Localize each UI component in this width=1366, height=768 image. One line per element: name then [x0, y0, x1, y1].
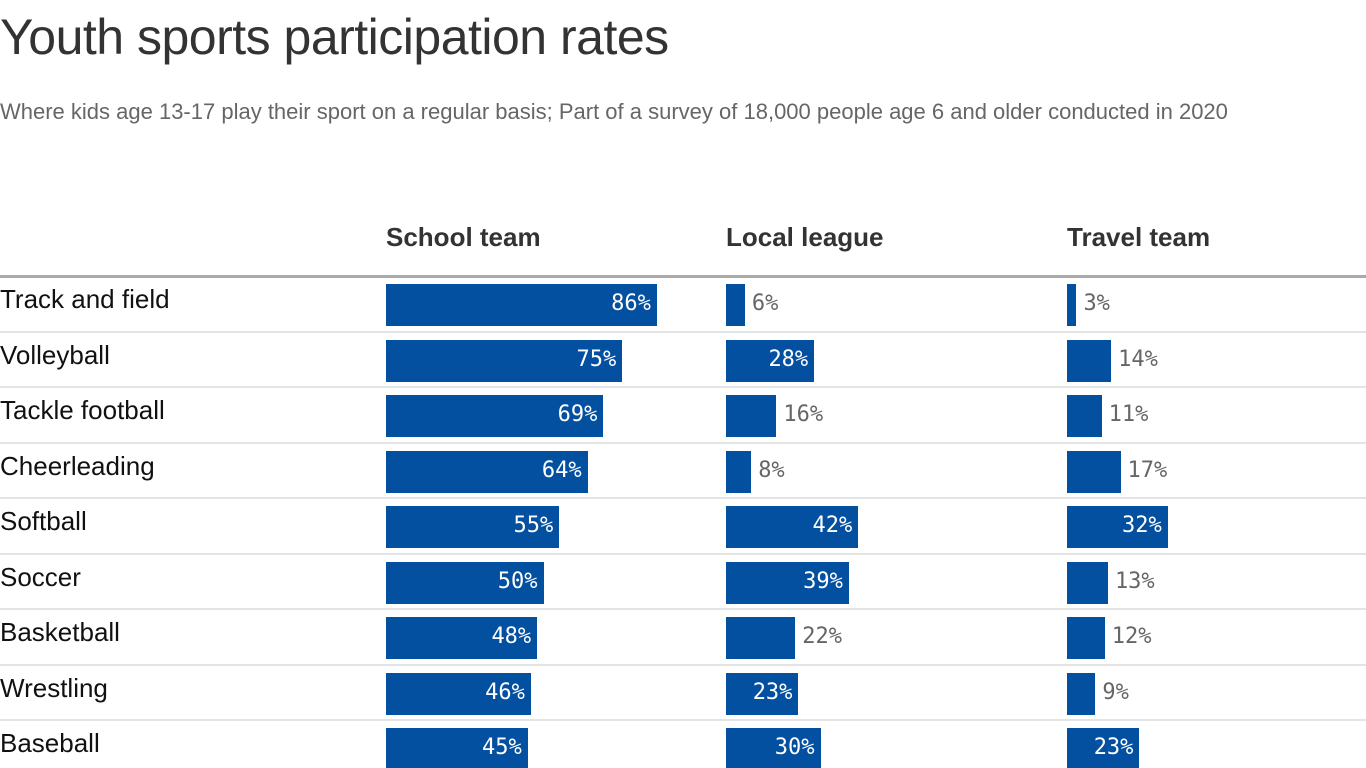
bar — [726, 506, 859, 548]
bar — [726, 450, 752, 493]
table-row: Basketball 48% 22% 12% — [0, 610, 1366, 666]
bar — [726, 395, 777, 437]
data-label: 16% — [783, 402, 824, 427]
bar — [726, 672, 799, 715]
bar — [386, 617, 538, 659]
data-label: 30% — [774, 735, 815, 760]
bar — [1067, 395, 1102, 437]
bar — [726, 617, 796, 659]
bar — [386, 561, 544, 604]
bar — [726, 728, 821, 768]
column-header-school-team: School team — [386, 222, 541, 252]
data-label: 3% — [1083, 291, 1110, 316]
data-label: 50% — [497, 568, 538, 594]
data-label: 55% — [513, 513, 554, 538]
data-label: 75% — [576, 346, 617, 372]
bar — [1067, 284, 1077, 326]
header-divider — [0, 275, 1366, 278]
row-label: Tackle football — [0, 395, 165, 425]
table-row: Wrestling 46% 23% 9% — [0, 666, 1366, 721]
row-label: Soccer — [0, 561, 81, 592]
column-header-local-league: Local league — [726, 222, 884, 252]
row-label: Softball — [0, 506, 87, 536]
bar — [1067, 339, 1112, 382]
bar — [386, 395, 604, 437]
data-label: 32% — [1122, 513, 1162, 538]
data-label: 64% — [541, 457, 582, 483]
bar — [1067, 506, 1168, 548]
row-label: Wrestling — [0, 672, 108, 703]
data-label: 86% — [611, 291, 651, 316]
data-label: 45% — [482, 735, 522, 760]
column-header-travel-team: Travel team — [1067, 222, 1211, 252]
data-label: 39% — [803, 568, 843, 594]
data-label: 12% — [1111, 624, 1152, 649]
data-label: 46% — [485, 679, 525, 705]
bar — [1067, 561, 1108, 604]
data-label: 6% — [751, 291, 779, 316]
data-label: 69% — [557, 402, 598, 427]
bar — [1067, 450, 1121, 493]
data-label: 14% — [1118, 346, 1158, 372]
bar — [726, 339, 815, 382]
data-label: 13% — [1114, 568, 1155, 594]
table-row: Soccer 50% 39% 13% — [0, 555, 1366, 610]
table-row: Baseball 45% 30% 23% — [0, 721, 1366, 768]
data-label: 28% — [768, 346, 809, 372]
row-label: Basketball — [0, 617, 120, 647]
chart-title: Youth sports participation rates — [0, 9, 669, 65]
bar — [726, 284, 745, 326]
bar — [1067, 617, 1105, 659]
table-row: Tackle football 69% 16% 11% — [0, 388, 1366, 444]
data-label: 22% — [802, 624, 843, 649]
data-label: 23% — [1093, 735, 1134, 760]
bar — [386, 728, 528, 768]
bar — [386, 284, 657, 326]
data-label: 9% — [1102, 679, 1129, 705]
bar — [386, 339, 623, 382]
data-label: 17% — [1127, 457, 1168, 483]
row-label: Cheerleading — [0, 450, 155, 481]
row-label: Volleyball — [0, 339, 110, 370]
data-label: 42% — [812, 513, 853, 538]
bar — [386, 450, 588, 493]
table-row: Track and field 86% 6% 3% — [0, 277, 1366, 333]
bar — [726, 561, 849, 604]
row-label: Baseball — [0, 728, 100, 758]
row-label: Track and field — [0, 284, 170, 314]
table-row: Softball 55% 42% 32% — [0, 499, 1366, 555]
data-label: 23% — [752, 679, 793, 705]
table-row: Volleyball 75% 28% 14% — [0, 333, 1366, 388]
bar — [386, 672, 531, 715]
data-label: 11% — [1108, 402, 1149, 427]
bar — [1067, 728, 1140, 768]
data-label: 8% — [758, 457, 785, 483]
table-row: Cheerleading 64% 8% 17% — [0, 444, 1366, 499]
bar — [1067, 672, 1096, 715]
bar — [386, 506, 560, 548]
data-label: 48% — [491, 624, 532, 649]
chart-subtitle: Where kids age 13-17 play their sport on… — [0, 99, 1228, 124]
